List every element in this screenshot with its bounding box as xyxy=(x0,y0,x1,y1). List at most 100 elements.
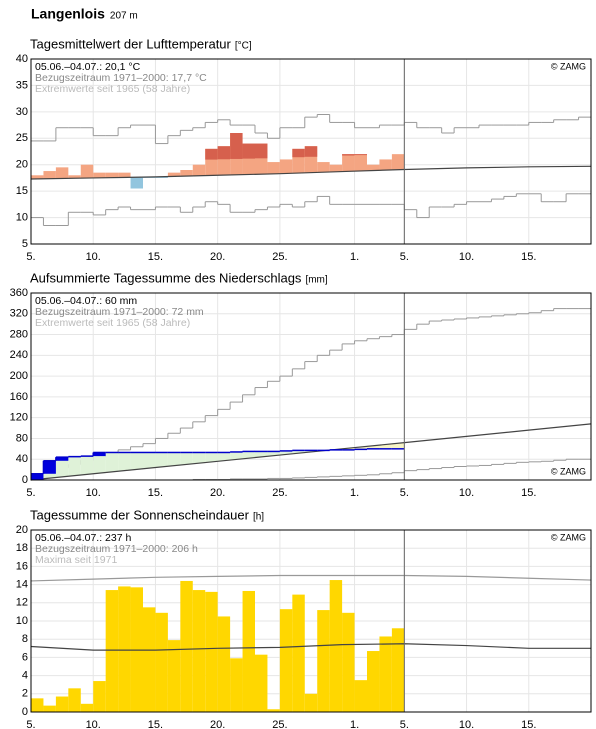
bar xyxy=(105,590,119,712)
bar xyxy=(354,680,367,712)
bar xyxy=(68,688,81,712)
difference-area xyxy=(342,448,355,450)
y-tick-label: 0 xyxy=(22,706,28,718)
difference-area xyxy=(255,451,268,457)
bar xyxy=(155,176,168,178)
bar xyxy=(217,616,231,712)
bar xyxy=(329,580,343,712)
y-tick-label: 280 xyxy=(10,328,28,340)
y-tick-label: 40 xyxy=(16,53,28,65)
bar xyxy=(255,654,268,712)
y-tick-label: 15 xyxy=(16,185,28,197)
x-tick-label: 10. xyxy=(86,487,101,499)
bar xyxy=(167,640,181,712)
x-tick-label: 25. xyxy=(272,251,287,263)
x-tick-label: 10. xyxy=(86,251,101,263)
legend-text: Maxima seit 1971 xyxy=(35,554,117,566)
chart-title: Tagessumme der Sonnenscheindauer xyxy=(30,507,250,522)
plot-background xyxy=(31,293,591,480)
x-tick-label: 5. xyxy=(26,251,35,263)
difference-area xyxy=(279,450,293,455)
bar xyxy=(342,612,355,712)
normal-line xyxy=(30,165,592,180)
bar xyxy=(31,698,44,712)
y-tick-label: 5 xyxy=(22,238,28,250)
x-tick-label: 5. xyxy=(26,487,35,499)
bar xyxy=(55,696,69,712)
daily-rain xyxy=(55,457,69,461)
bar xyxy=(329,164,343,172)
bar xyxy=(279,609,293,712)
legend-text: 05.06.–04.07.: 20,1 °C xyxy=(35,61,141,73)
x-tick-label: 15. xyxy=(521,251,536,263)
chart-title: Aufsummierte Tagessumme des Niederschlag… xyxy=(30,270,302,285)
bar xyxy=(155,612,168,712)
legend-text: Bezugszeitraum 1971–2000: 206 h xyxy=(35,543,198,555)
difference-area xyxy=(354,446,367,450)
x-tick-label: 1. xyxy=(350,251,359,263)
max-line xyxy=(30,574,592,582)
difference-area xyxy=(130,452,143,470)
bar-high xyxy=(230,133,243,159)
difference-area xyxy=(167,452,181,466)
bar xyxy=(80,164,94,179)
bar xyxy=(55,167,69,179)
x-tick-label: 15. xyxy=(148,251,163,263)
bar xyxy=(192,164,206,176)
y-tick-label: 320 xyxy=(10,308,28,320)
x-tick-label: 10. xyxy=(459,251,474,263)
bar xyxy=(118,172,131,178)
legend-text: Extremwerte seit 1965 (58 Jahre) xyxy=(35,317,190,329)
y-tick-label: 35 xyxy=(16,79,28,91)
x-tick-label: 15. xyxy=(521,719,536,729)
bar-high xyxy=(255,143,268,159)
difference-area xyxy=(192,452,206,464)
bar xyxy=(205,591,218,712)
legend-text: Bezugszeitraum 1971–2000: 17,7 °C xyxy=(35,72,207,84)
normal-line xyxy=(30,643,591,651)
difference-area xyxy=(304,450,318,452)
bar-high xyxy=(242,143,255,159)
difference-area xyxy=(267,451,280,456)
bar xyxy=(267,709,280,712)
y-tick-label: 10 xyxy=(16,211,28,223)
bar-high xyxy=(354,154,367,156)
plot-frame xyxy=(30,58,592,245)
bar xyxy=(167,172,181,177)
difference-area xyxy=(217,452,231,461)
chart-title: Tagesmittelwert der Lufttemperatur xyxy=(30,36,232,51)
x-tick-label: 10. xyxy=(459,487,474,499)
difference-area xyxy=(230,451,243,460)
bar xyxy=(93,172,106,178)
bar-high xyxy=(342,154,355,156)
copyright: © ZAMG xyxy=(551,532,586,542)
x-tick-label: 5. xyxy=(400,251,409,263)
station-elevation: 207 m xyxy=(110,11,138,22)
y-tick-label: 0 xyxy=(22,474,28,486)
bar-high xyxy=(217,146,231,160)
y-tick-label: 12 xyxy=(16,597,28,609)
bar xyxy=(130,177,143,189)
bar xyxy=(105,172,119,178)
y-tick-label: 160 xyxy=(10,391,28,403)
bar xyxy=(43,171,56,179)
bar xyxy=(304,693,318,712)
bar xyxy=(317,610,330,712)
chart-unit: [°C] xyxy=(235,41,252,52)
legend-text: Extremwerte seit 1965 (58 Jahre) xyxy=(35,83,190,95)
copyright: © ZAMG xyxy=(551,61,586,71)
bar-high xyxy=(292,148,305,158)
difference-area xyxy=(93,452,106,474)
x-tick-label: 15. xyxy=(521,487,536,499)
x-tick-label: 25. xyxy=(272,487,287,499)
chart-unit: [h] xyxy=(253,512,264,523)
x-tick-label: 20. xyxy=(210,487,225,499)
bar xyxy=(93,681,106,712)
x-tick-label: 15. xyxy=(148,487,163,499)
bar-high xyxy=(304,146,318,157)
bar xyxy=(43,705,56,712)
x-tick-label: 5. xyxy=(400,719,409,729)
y-tick-label: 10 xyxy=(16,615,28,627)
bar xyxy=(118,586,131,712)
